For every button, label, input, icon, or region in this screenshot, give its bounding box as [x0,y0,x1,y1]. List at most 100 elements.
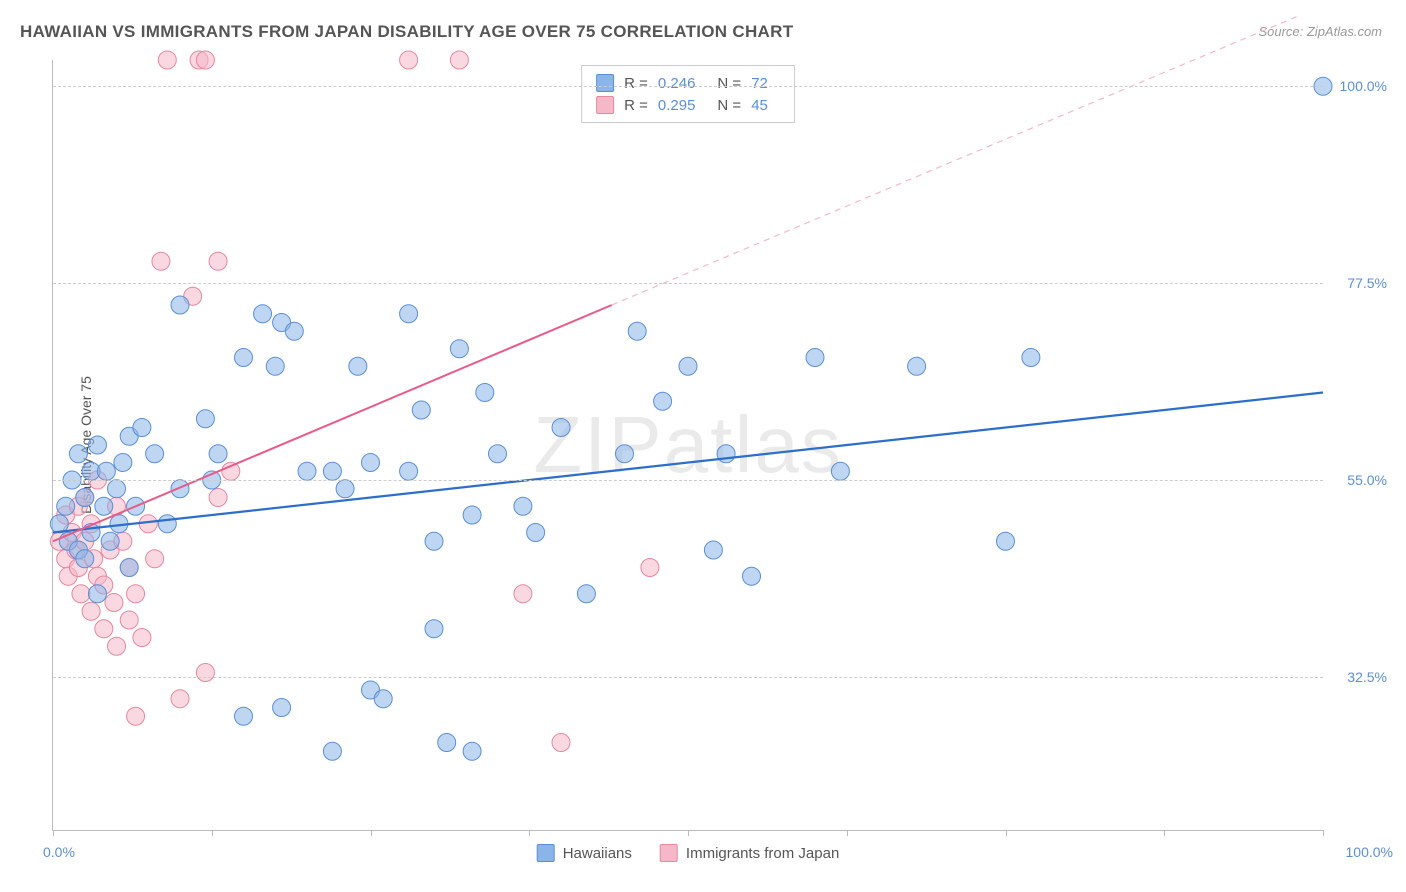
data-point [146,550,164,568]
legend-n-value: 45 [751,97,768,114]
data-point [146,445,164,463]
trend-line [612,16,1298,305]
data-point [349,357,367,375]
data-point [171,480,189,498]
data-point [641,559,659,577]
data-point [108,637,126,655]
legend-swatch [596,74,614,92]
data-point [450,51,468,69]
data-point [235,707,253,725]
data-point [679,357,697,375]
y-gridline: 32.5% [53,677,1323,678]
data-point [323,742,341,760]
chart-svg [53,60,1323,830]
data-point [57,497,75,515]
data-point [743,567,761,585]
legend-swatch [660,844,678,862]
data-point [463,742,481,760]
data-point [273,699,291,717]
data-point [908,357,926,375]
data-point [552,419,570,437]
data-point [76,489,94,507]
data-point [654,392,672,410]
data-point [158,515,176,533]
data-point [806,349,824,367]
data-point [127,707,145,725]
data-point [450,340,468,358]
data-point [114,454,132,472]
data-point [88,585,106,603]
data-point [997,532,1015,550]
data-point [120,559,138,577]
data-point [552,734,570,752]
x-tick [1164,830,1165,836]
data-point [97,462,115,480]
data-point [400,462,418,480]
y-tick-label: 100.0% [1340,78,1387,94]
data-point [489,445,507,463]
trend-line [53,393,1323,533]
legend-r-value: 0.295 [658,97,696,114]
y-gridline: 100.0% [53,86,1323,87]
y-tick-label: 55.0% [1347,472,1387,488]
x-tick [847,830,848,836]
series-legend-item: Immigrants from Japan [660,844,839,862]
data-point [476,384,494,402]
data-point [577,585,595,603]
data-point [222,462,240,480]
data-point [425,532,443,550]
data-point [196,410,214,428]
series-legend-label: Hawaiians [563,845,632,862]
x-tick [371,830,372,836]
data-point [196,664,214,682]
data-point [127,585,145,603]
x-tick [688,830,689,836]
source-label: Source: ZipAtlas.com [1258,24,1382,39]
data-point [171,296,189,314]
data-point [76,550,94,568]
data-point [514,585,532,603]
data-point [514,497,532,515]
x-axis-min-label: 0.0% [43,844,75,860]
data-point [628,322,646,340]
data-point [82,602,100,620]
data-point [209,252,227,270]
data-point [704,541,722,559]
series-legend: Hawaiians Immigrants from Japan [537,844,840,862]
data-point [69,445,87,463]
legend-r-label: R = [624,97,648,114]
data-point [463,506,481,524]
plot-area: Disability Age Over 75 ZIPatlas R =0.246… [52,60,1323,831]
data-point [152,252,170,270]
data-point [362,454,380,472]
data-point [831,462,849,480]
legend-swatch [596,96,614,114]
x-tick [529,830,530,836]
data-point [616,445,634,463]
y-tick-label: 32.5% [1347,669,1387,685]
x-tick [212,830,213,836]
data-point [72,585,90,603]
data-point [254,305,272,323]
data-point [1022,349,1040,367]
data-point [412,401,430,419]
legend-n-label: N = [717,75,741,92]
data-point [298,462,316,480]
y-gridline: 55.0% [53,480,1323,481]
x-axis-max-label: 100.0% [1346,844,1393,860]
data-point [336,480,354,498]
data-point [209,489,227,507]
data-point [400,51,418,69]
legend-n-value: 72 [751,75,768,92]
chart-title: HAWAIIAN VS IMMIGRANTS FROM JAPAN DISABI… [20,22,793,42]
legend-row: R =0.295N =45 [596,94,780,116]
data-point [235,349,253,367]
data-point [438,734,456,752]
data-point [196,51,214,69]
legend-r-value: 0.246 [658,75,696,92]
data-point [171,690,189,708]
y-tick-label: 77.5% [1347,275,1387,291]
x-tick [1323,830,1324,836]
data-point [108,480,126,498]
x-tick [53,830,54,836]
